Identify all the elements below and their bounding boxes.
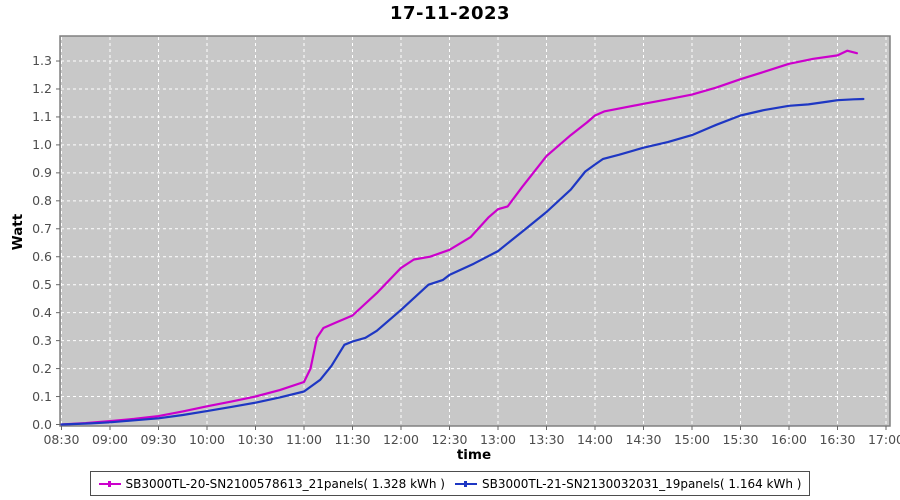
- series-line-magenta: [60, 49, 859, 426]
- y-tick-label: 1.0: [32, 136, 52, 152]
- x-tick-label: 10:00: [188, 432, 226, 447]
- y-tick-label: 0.6: [32, 248, 52, 264]
- y-tick-label: 0.9: [32, 164, 52, 180]
- x-tick-label: 09:00: [91, 432, 129, 447]
- x-tick-label: 09:30: [140, 432, 177, 447]
- x-tick-label: 08:30: [43, 432, 80, 447]
- x-tick-label: 11:00: [285, 432, 323, 447]
- x-tick-label: 13:00: [479, 432, 517, 447]
- y-tick-label: 1.2: [32, 80, 52, 96]
- y-tick-label: 0.1: [32, 388, 52, 404]
- y-tick-label: 0.5: [32, 276, 52, 292]
- x-tick-label: 12:30: [431, 432, 468, 447]
- y-tick-label: 0.0: [32, 416, 52, 432]
- x-tick-label: 16:30: [819, 432, 856, 447]
- x-tick-label: 15:00: [673, 432, 711, 447]
- x-tick-label: 14:00: [576, 432, 614, 447]
- x-tick-label: 14:30: [625, 432, 662, 447]
- y-tick-label: 0.2: [32, 360, 52, 376]
- legend-marker-icon: [464, 480, 467, 487]
- series-line-blue: [60, 97, 865, 426]
- legend-box: SB3000TL-20-SN2100578613_21panels( 1.328…: [89, 471, 811, 496]
- y-tick-label: 1.3: [32, 53, 52, 69]
- legend-line-swatch-blue: [455, 480, 477, 487]
- legend-entry-series2: SB3000TL-21-SN2130032031_19panels( 1.164…: [455, 477, 801, 491]
- legend: SB3000TL-20-SN2100578613_21panels( 1.328…: [0, 471, 900, 496]
- legend-line-swatch-magenta: [98, 480, 121, 487]
- x-tick-label: 16:00: [770, 432, 808, 447]
- y-tick-label: 0.7: [32, 220, 52, 236]
- y-tick-label: 1.1: [32, 108, 52, 124]
- y-tick-label: 0.3: [32, 332, 52, 348]
- y-tick-label: 0.4: [32, 304, 52, 320]
- x-tick-label: 12:00: [382, 432, 420, 447]
- legend-marker-icon: [107, 480, 111, 487]
- legend-label: SB3000TL-21-SN2130032031_19panels( 1.164…: [482, 476, 802, 491]
- x-tick-label: 11:30: [334, 432, 371, 447]
- chart-title: 17-11-2023: [389, 3, 511, 24]
- x-tick-label: 15:30: [722, 432, 759, 447]
- legend-label: SB3000TL-20-SN2100578613_21panels( 1.328…: [125, 476, 445, 491]
- x-tick-label: 17:00: [867, 432, 900, 447]
- x-tick-label: 13:30: [528, 432, 565, 447]
- y-tick-label: 0.8: [32, 192, 52, 208]
- legend-entry-series1: SB3000TL-20-SN2100578613_21panels( 1.328…: [98, 476, 445, 491]
- x-axis-label: time: [456, 447, 492, 463]
- x-tick-label: 10:30: [237, 432, 274, 447]
